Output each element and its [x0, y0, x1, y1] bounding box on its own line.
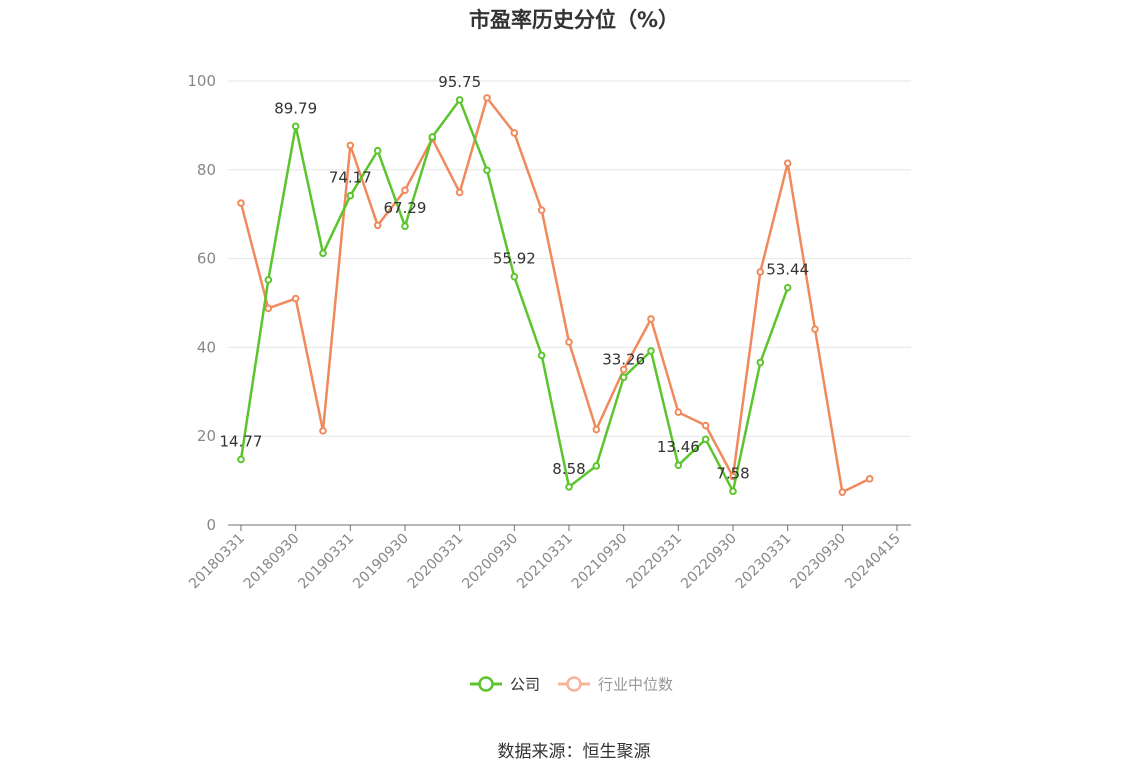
x-tick-label: 20240415 — [842, 531, 904, 593]
chart-title: 市盈率历史分位（%） — [468, 8, 680, 32]
data-label: 89.79 — [274, 99, 317, 117]
axes: 0 20 40 60 80 100 2018033120180930201903312019… — [186, 72, 911, 592]
y-tick-label: 80 — [197, 161, 216, 179]
data-point-industry — [401, 186, 409, 195]
data-point-company — [619, 373, 628, 382]
series-industry — [237, 94, 874, 496]
data-point-industry — [373, 221, 382, 230]
y-tick-label: 0 — [206, 516, 216, 534]
data-point-company — [756, 358, 765, 367]
legend[interactable]: 公司 行业中位数 — [470, 676, 673, 694]
data-labels: 14.77 89.79 74.17 67.29 95.75 55.92 8.58 33.26 1… — [220, 73, 810, 482]
data-label: 33.26 — [602, 350, 645, 368]
data-source: 数据来源：恒生聚源 — [497, 742, 651, 762]
data-point-company — [455, 96, 464, 104]
data-label: 67.29 — [384, 199, 427, 217]
legend-industry-label: 行业中位数 — [598, 676, 673, 694]
data-point-industry — [455, 188, 464, 197]
data-point-company — [647, 347, 655, 355]
data-point-company — [592, 462, 601, 470]
data-point-industry — [565, 338, 573, 346]
x-tick-label: 20230331 — [733, 531, 795, 593]
data-label: 13.46 — [657, 438, 700, 456]
data-point-industry — [346, 141, 355, 150]
data-point-industry — [647, 315, 655, 323]
y-tick-label: 20 — [197, 427, 216, 445]
data-point-industry — [701, 421, 710, 430]
data-point-company — [264, 276, 273, 284]
series-company — [237, 96, 792, 496]
data-point-company — [783, 283, 792, 292]
data-point-industry — [319, 427, 327, 435]
data-label: 8.58 — [552, 460, 585, 478]
y-tick-label: 100 — [187, 72, 216, 90]
data-point-industry — [483, 94, 491, 102]
data-point-company — [701, 435, 710, 444]
data-label: 14.77 — [220, 432, 263, 450]
data-point-company — [346, 191, 355, 200]
data-label: 74.17 — [329, 169, 372, 187]
data-point-company — [729, 487, 737, 496]
x-tick-label: 20180331 — [186, 531, 248, 593]
data-point-industry — [811, 325, 819, 333]
data-point-industry — [783, 159, 792, 167]
data-point-company — [510, 272, 519, 281]
x-tick-label: 20210930 — [569, 531, 631, 593]
legend-item-industry[interactable]: 行业中位数 — [558, 676, 673, 694]
y-tick-label: 40 — [197, 338, 216, 356]
data-point-industry — [510, 129, 519, 137]
data-point-company — [319, 249, 327, 258]
data-point-company — [674, 461, 683, 470]
data-point-company — [537, 351, 546, 360]
data-point-industry — [838, 488, 847, 496]
y-tick-label: 60 — [197, 250, 216, 268]
series-line-industry — [239, 96, 871, 494]
data-point-company — [428, 133, 437, 141]
data-point-industry — [537, 206, 546, 215]
legend-industry-marker — [566, 676, 582, 692]
grid-lines — [228, 80, 911, 437]
legend-item-company[interactable]: 公司 — [470, 676, 540, 694]
data-point-industry — [592, 425, 601, 434]
x-tick-label: 20210331 — [514, 531, 576, 593]
data-point-company — [401, 222, 409, 231]
x-tick-label: 20220930 — [678, 531, 740, 593]
data-label: 95.75 — [438, 73, 481, 91]
x-tick-label: 20190930 — [350, 531, 412, 593]
data-point-industry — [264, 304, 273, 313]
data-point-company — [483, 166, 491, 175]
legend-company-marker — [478, 676, 494, 692]
x-tick-label: 20230930 — [787, 531, 849, 593]
data-point-industry — [619, 365, 628, 374]
data-label: 53.44 — [766, 261, 809, 279]
data-point-company — [237, 455, 245, 464]
data-point-industry — [237, 199, 245, 207]
legend-company-label: 公司 — [510, 676, 540, 694]
data-label: 55.92 — [493, 250, 536, 268]
data-point-company — [565, 483, 573, 491]
data-point-industry — [756, 268, 765, 276]
data-point-company — [291, 122, 300, 131]
x-tick-label: 20200331 — [405, 531, 467, 593]
x-tick-label: 20190331 — [295, 531, 357, 593]
data-point-industry — [291, 294, 300, 303]
data-point-industry — [674, 408, 683, 417]
x-tick-label: 20220331 — [623, 531, 685, 593]
data-point-industry — [865, 475, 874, 483]
data-point-company — [373, 146, 382, 155]
x-tick-label: 20180930 — [241, 531, 303, 593]
x-tick-label: 20200930 — [459, 531, 521, 593]
data-label: 7.58 — [716, 464, 749, 482]
